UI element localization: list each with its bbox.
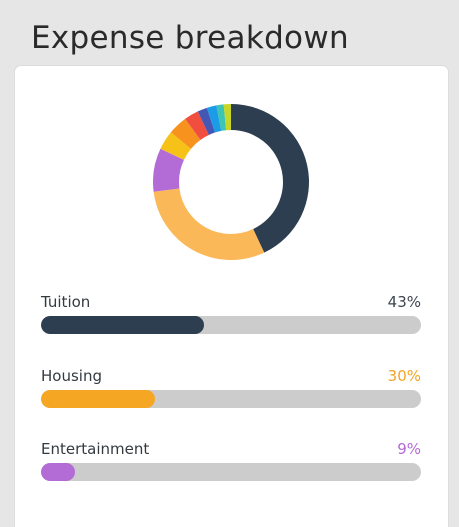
donut-slice [197,107,215,135]
bar-track [41,390,421,408]
donut-slice [206,105,222,133]
bar-value-label: 43% [387,293,421,311]
donut-slice [231,104,309,253]
donut-chart [153,104,309,260]
donut-slice [170,118,201,149]
bar-fill [41,463,76,481]
bar-fill [41,390,155,408]
bar-track [41,316,421,334]
donut-slice [216,104,227,131]
expense-card: Tuition 43% Housing 30% Entertainment 9% [15,66,448,527]
page-title: Expense breakdown [31,20,349,56]
bar-row-entertainment: Entertainment 9% [41,439,421,483]
bar-row-tuition: Tuition 43% [41,292,421,336]
bar-value-label: 30% [387,367,421,385]
bar-label: Tuition [41,293,91,311]
bar-label: Housing [41,367,102,385]
bar-value-label: 9% [397,440,421,458]
donut-slice [223,104,231,131]
donut-slice [153,188,265,260]
bar-fill [41,316,205,334]
bar-label: Entertainment [41,440,150,458]
bar-row-housing: Housing 30% [41,366,421,410]
donut-slice [185,111,209,140]
bar-track [41,463,421,481]
donut-slice [160,132,191,160]
donut-slice [153,148,184,192]
